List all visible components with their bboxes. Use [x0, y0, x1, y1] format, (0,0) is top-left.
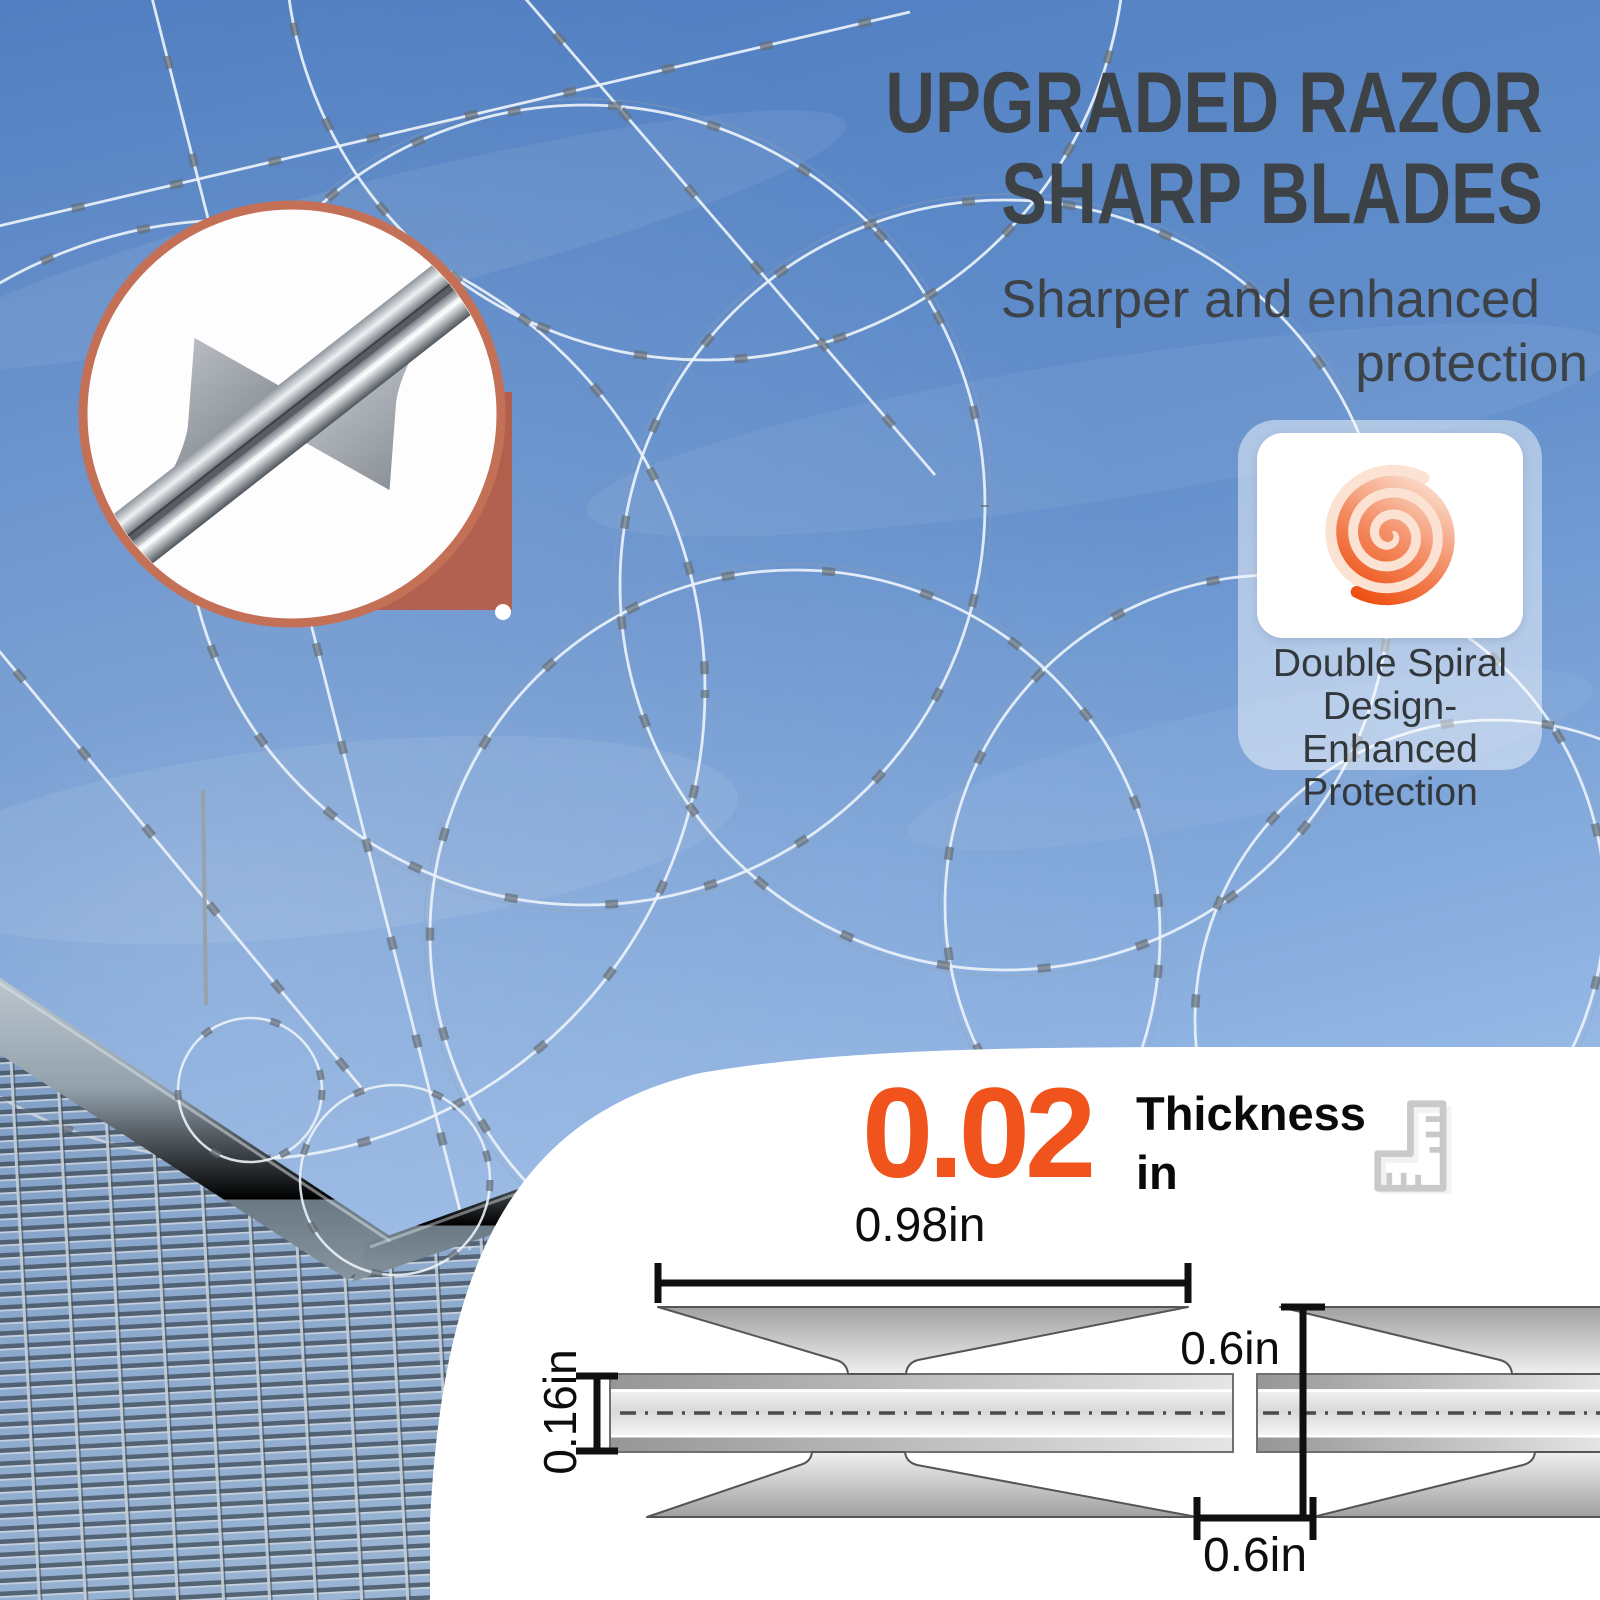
- ruler-square-icon: [1374, 1100, 1452, 1194]
- thickness-label: Thickness in: [1136, 1084, 1366, 1202]
- headline-line1: UPGRADED RAZOR: [885, 55, 1543, 151]
- coil-on-beam: [174, 1014, 494, 1279]
- razor-blades-profile: [646, 1306, 1600, 1518]
- subtitle-line1: Sharper and enhanced: [1000, 270, 1540, 329]
- double-spiral-icon: [1325, 464, 1455, 606]
- feature-card-text: Double Spiral Design-Enhanced Protection: [1238, 642, 1542, 814]
- wire-core-strip: [609, 1373, 1600, 1453]
- dim-label-blade-gap: 0.6in: [1202, 1529, 1308, 1582]
- dim-label-blade-length: 0.98in: [854, 1199, 986, 1252]
- subtitle-line2: protection: [1355, 334, 1588, 393]
- blade-closeup-inset: [78, 200, 512, 628]
- thickness-value: 0.02: [862, 1062, 1096, 1205]
- card-line2: Design-Enhanced: [1302, 685, 1478, 771]
- inset-dot: [495, 604, 511, 620]
- feature-card-double-spiral: Double Spiral Design-Enhanced Protection: [1238, 420, 1542, 814]
- dim-label-blade-height: 0.6in: [1180, 1322, 1280, 1374]
- dimension-lines: [576, 1263, 1325, 1540]
- headline: UPGRADED RAZOR SHARP BLADES: [886, 58, 1543, 240]
- card-line3: Protection: [1302, 771, 1478, 814]
- dim-label-strip-thickness: 0.16in: [534, 1349, 586, 1475]
- left-beam: [0, 977, 393, 1280]
- card-line1: Double Spiral: [1272, 642, 1508, 685]
- thickness-unit: in: [1136, 1146, 1178, 1199]
- razor-blade-macro: [88, 222, 496, 606]
- thickness-label-word: Thickness: [1136, 1087, 1366, 1140]
- spiral-icon-box: [1257, 433, 1523, 638]
- headline-line2: SHARP BLADES: [1001, 146, 1543, 242]
